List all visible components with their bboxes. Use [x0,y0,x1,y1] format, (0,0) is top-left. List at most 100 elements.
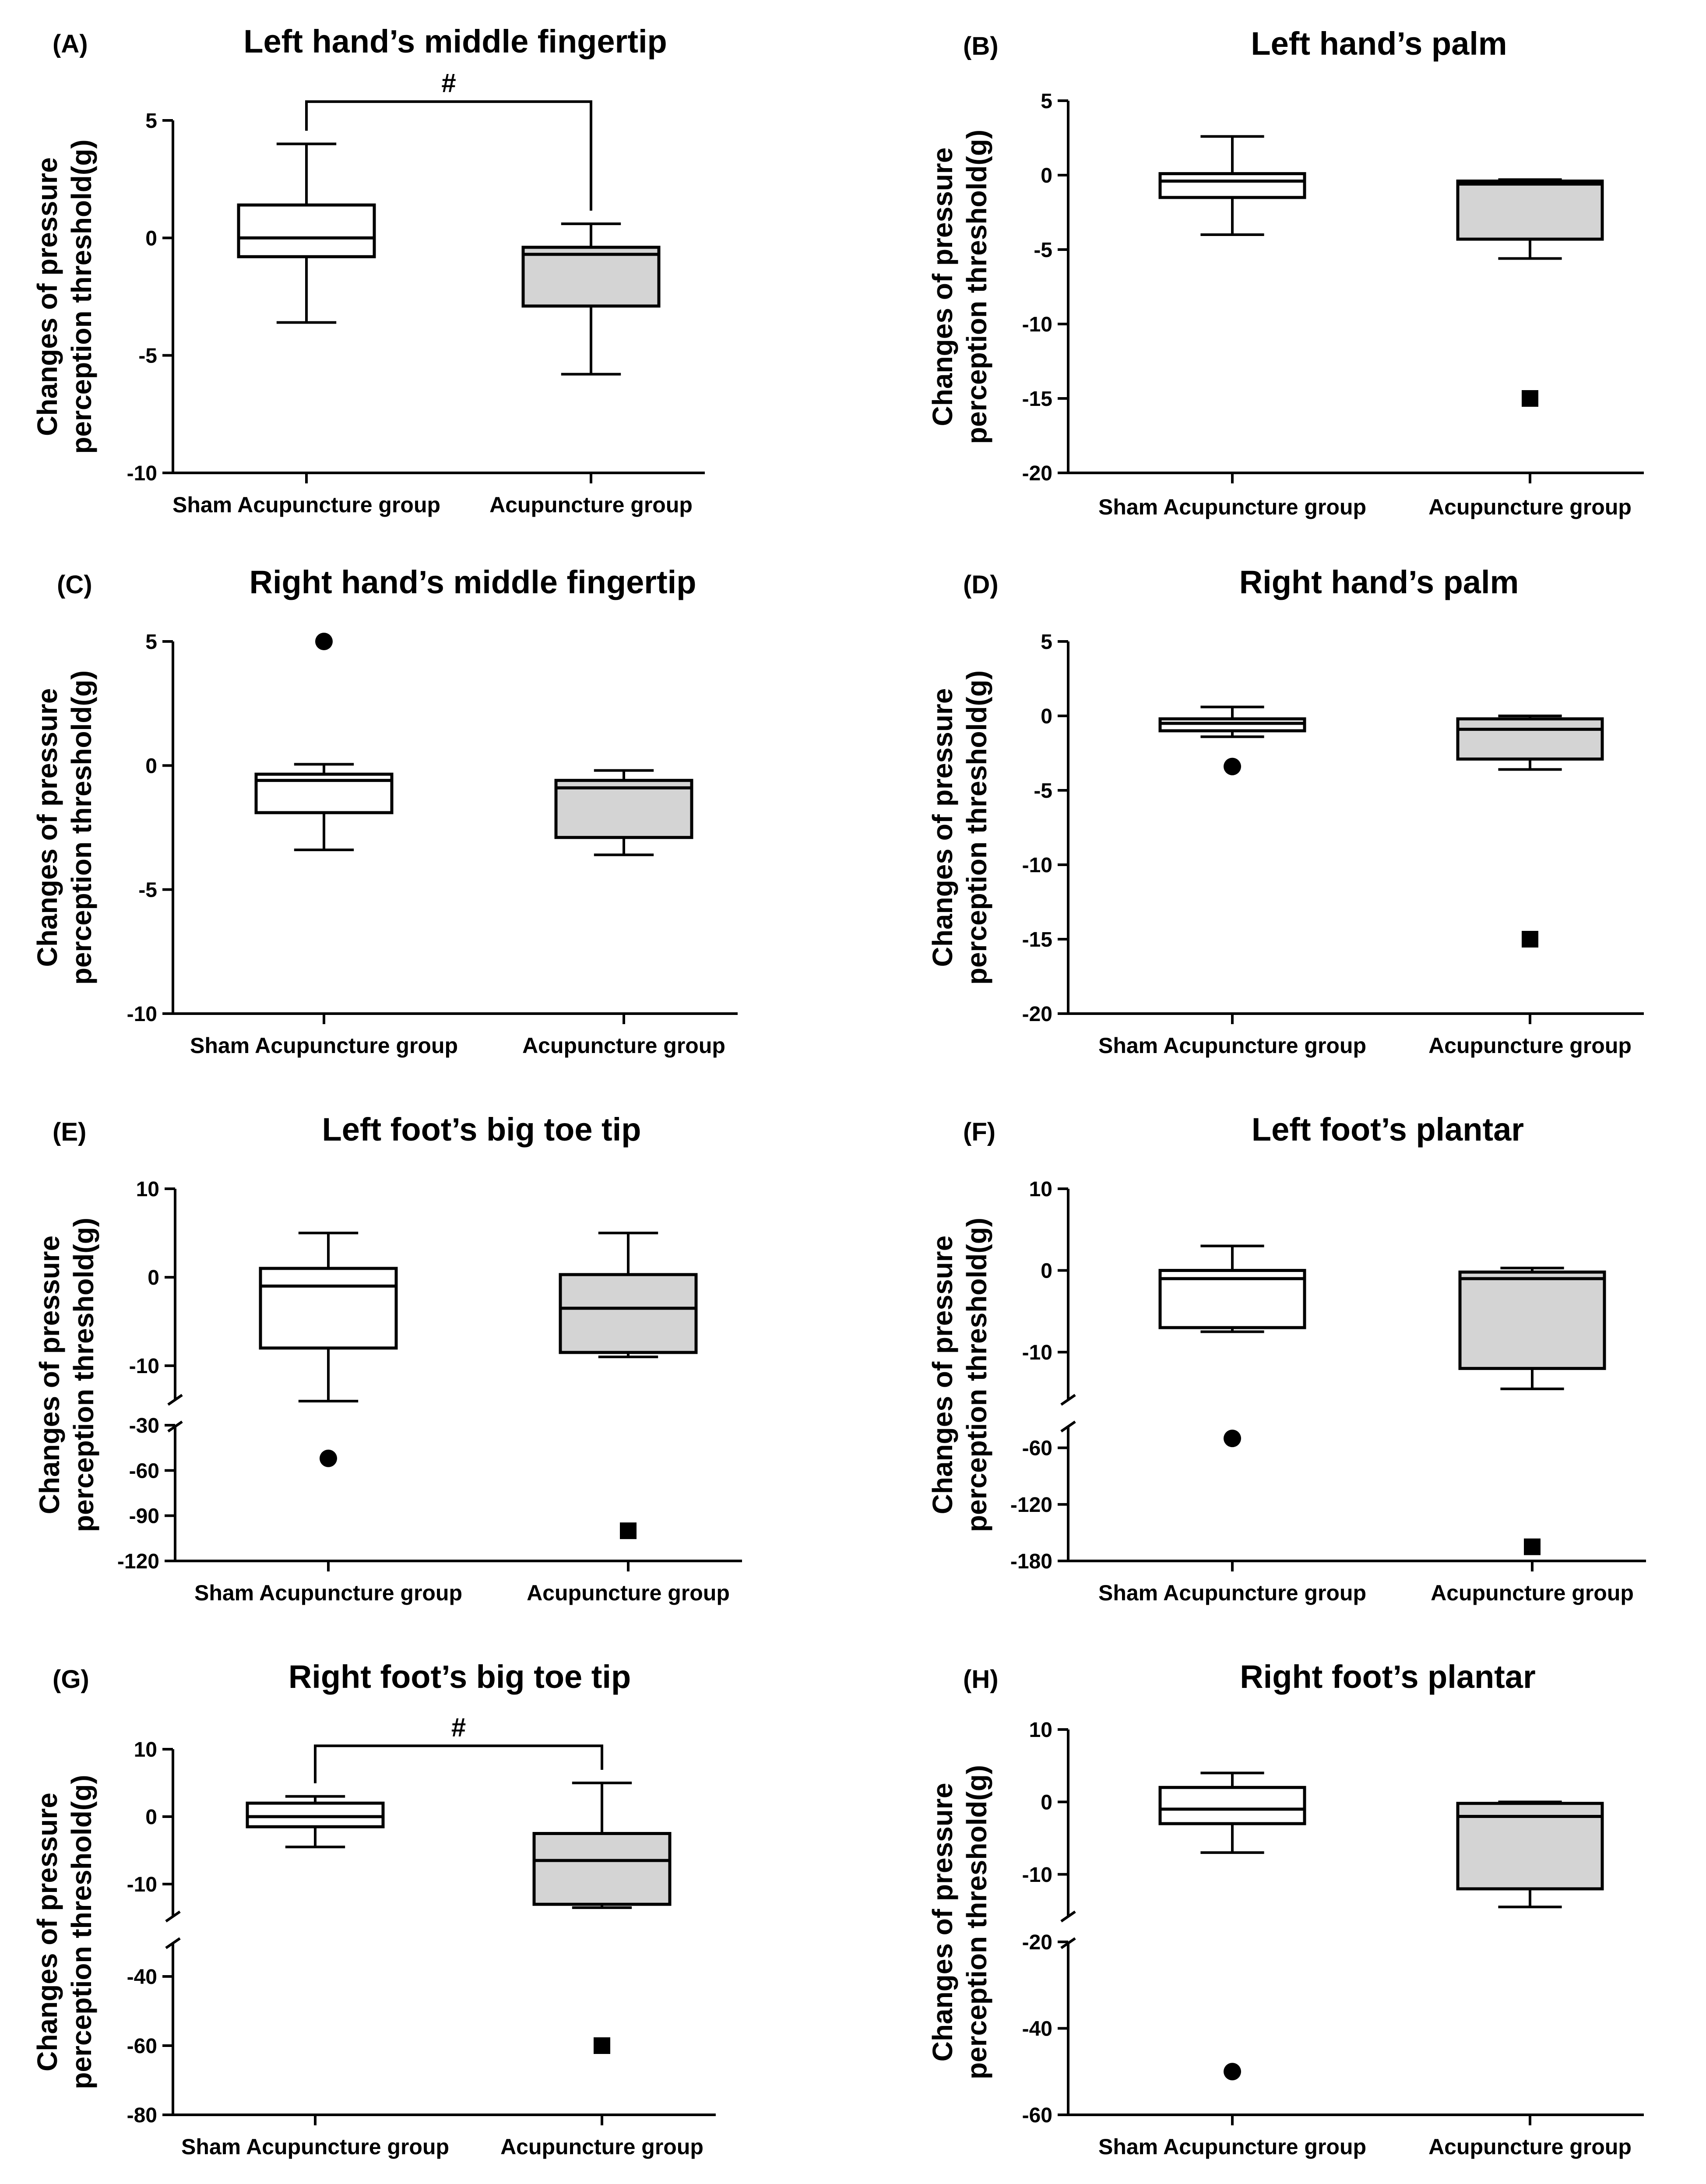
panel-title: Right foot’s plantar [1240,1659,1536,1695]
panel-c: (C) Right hand’s middle fingertip Changes … [32,564,738,1058]
y-tick-label: -40 [1022,2018,1052,2041]
box-iqr [1456,180,1604,241]
y-tick-label: -10 [127,1873,157,1896]
box-acupuncture: Acupuncture group [1431,1266,1634,1605]
outlier-point [594,2037,610,2054]
box-sham: Sham Acupuncture group [1098,705,1366,1058]
panel-d: (D) Right hand’s palm Changes of pressurep… [927,564,1644,1058]
x-tick-label: Sham Acupuncture group [172,493,440,517]
y-tick-label: -5 [138,879,157,902]
y-tick-label: -80 [127,2104,157,2127]
box-iqr [237,203,376,258]
panel-letter: (A) [53,30,88,58]
box-acupuncture: Acupuncture group [1428,715,1632,1058]
axis-break-mark [1060,1910,1076,1923]
box-sham: Sham Acupuncture group [1098,1772,1366,2159]
y-tick-label: 10 [134,1738,157,1761]
box-acupuncture: Acupuncture group [527,1232,730,1605]
y-tick-label: -90 [129,1505,159,1528]
box-iqr [559,1273,698,1354]
y-axis-label-line-1: Changes of pressure [927,1236,958,1515]
panel-letter: (D) [963,571,999,599]
y-axis-label: Changes of pressureperception threshold(… [34,1218,99,1532]
y-tick-label: -60 [1022,1437,1052,1460]
y-tick-label: -15 [1022,387,1052,411]
panel-letter: (G) [53,1665,89,1694]
y-tick-label: 5 [1041,631,1052,654]
y-tick-label: -120 [1010,1494,1052,1517]
y-axis-label-line-2: perception threshold(g) [961,130,992,444]
panel-letter: (B) [963,32,999,60]
x-tick-label: Acupuncture group [1428,495,1632,519]
panel-title: Right hand’s palm [1239,564,1519,600]
y-axis-label-line-2: perception threshold(g) [961,1765,992,2079]
panel-title: Left foot’s plantar [1252,1111,1524,1148]
y-axis-label-line-2: perception threshold(g) [66,139,97,454]
y-tick-label: -5 [1034,239,1052,262]
y-tick-label: -180 [1010,1550,1052,1573]
y-tick-label: 0 [1041,1260,1052,1283]
x-tick-label: Acupuncture group [1428,1033,1632,1058]
box-iqr [554,778,693,839]
y-tick-label: 0 [1041,705,1052,728]
y-axis-label-line-1: Changes of pressure [927,1783,958,2062]
y-tick-label: 10 [1029,1719,1052,1742]
y-tick-label: -5 [138,345,157,368]
panel-f: (F) Left foot’s plantar Changes of pressur… [927,1111,1646,1605]
y-tick-label: 0 [1041,1791,1052,1814]
y-axis-label-line-2: perception threshold(g) [66,670,97,985]
box-acupuncture: Acupuncture group [500,1782,704,2159]
y-tick-label: -20 [1022,1931,1052,1954]
outlier-point [1224,757,1241,775]
y-axis-label-line-2: perception threshold(g) [961,1218,992,1532]
y-axis-label: Changes of pressureperception threshold(… [927,130,992,444]
outlier-point [1224,1430,1241,1448]
axis-break-mark [165,1937,181,1949]
y-tick-label: 10 [1029,1178,1052,1201]
x-tick-label: Sham Acupuncture group [1098,1033,1366,1058]
box-acupuncture: Acupuncture group [1428,178,1632,519]
x-tick-label: Sham Acupuncture group [1098,495,1366,519]
y-tick-label: 5 [145,109,157,133]
y-tick-label: -10 [127,462,157,485]
x-tick-label: Sham Acupuncture group [190,1033,458,1058]
panel-b: (B) Left hand’s palm Changes of pressurepe… [927,25,1644,519]
y-tick-label: -15 [1022,928,1052,951]
y-tick-label: -60 [127,2035,157,2058]
axis-break-mark [1060,1394,1076,1406]
y-axis-label: Changes of pressureperception threshold(… [927,1218,992,1532]
y-tick-label: 5 [1041,90,1052,113]
panel-title: Right foot’s big toe tip [288,1659,631,1695]
panel-e: (E) Left foot’s big toe tip Changes of pre… [34,1111,742,1605]
y-tick-label: -10 [1022,1341,1052,1364]
significance-mark: # [441,68,456,98]
x-tick-label: Sham Acupuncture group [1098,2135,1366,2159]
box-iqr [1158,172,1306,199]
y-axis-label-line-1: Changes of pressure [927,148,958,426]
y-axis-label-line-1: Changes of pressure [32,1793,63,2071]
box-sham: Sham Acupuncture group [194,1232,462,1605]
box-iqr [259,1267,398,1350]
y-tick-label: -60 [129,1459,159,1483]
panel-a: (A) Left hand’s middle fingertip Changes o… [32,23,705,517]
axis-break-mark [167,1394,183,1406]
box-iqr [1158,1786,1306,1825]
y-tick-label: -10 [1022,313,1052,336]
panel-letter: (H) [963,1665,999,1694]
panel-letter: (E) [53,1118,86,1146]
y-tick-label: 5 [145,631,157,654]
box-sham: Sham Acupuncture group [181,1795,449,2159]
outlier-point [1224,2063,1241,2081]
y-axis-label: Changes of pressureperception threshold(… [32,139,97,454]
y-axis-label: Changes of pressureperception threshold(… [32,670,97,985]
y-tick-label: 0 [1041,164,1052,187]
y-axis-label: Changes of pressureperception threshold(… [927,1765,992,2079]
y-axis-label-line-1: Changes of pressure [32,157,63,436]
panel-h: (H) Right foot’s plantar Changes of pressu… [927,1659,1644,2159]
significance-mark: # [451,1712,466,1742]
y-tick-label: 0 [148,1266,159,1289]
outlier-point [320,1449,337,1467]
y-axis-label-line-2: perception threshold(g) [961,670,992,985]
outlier-point [1524,1538,1541,1555]
